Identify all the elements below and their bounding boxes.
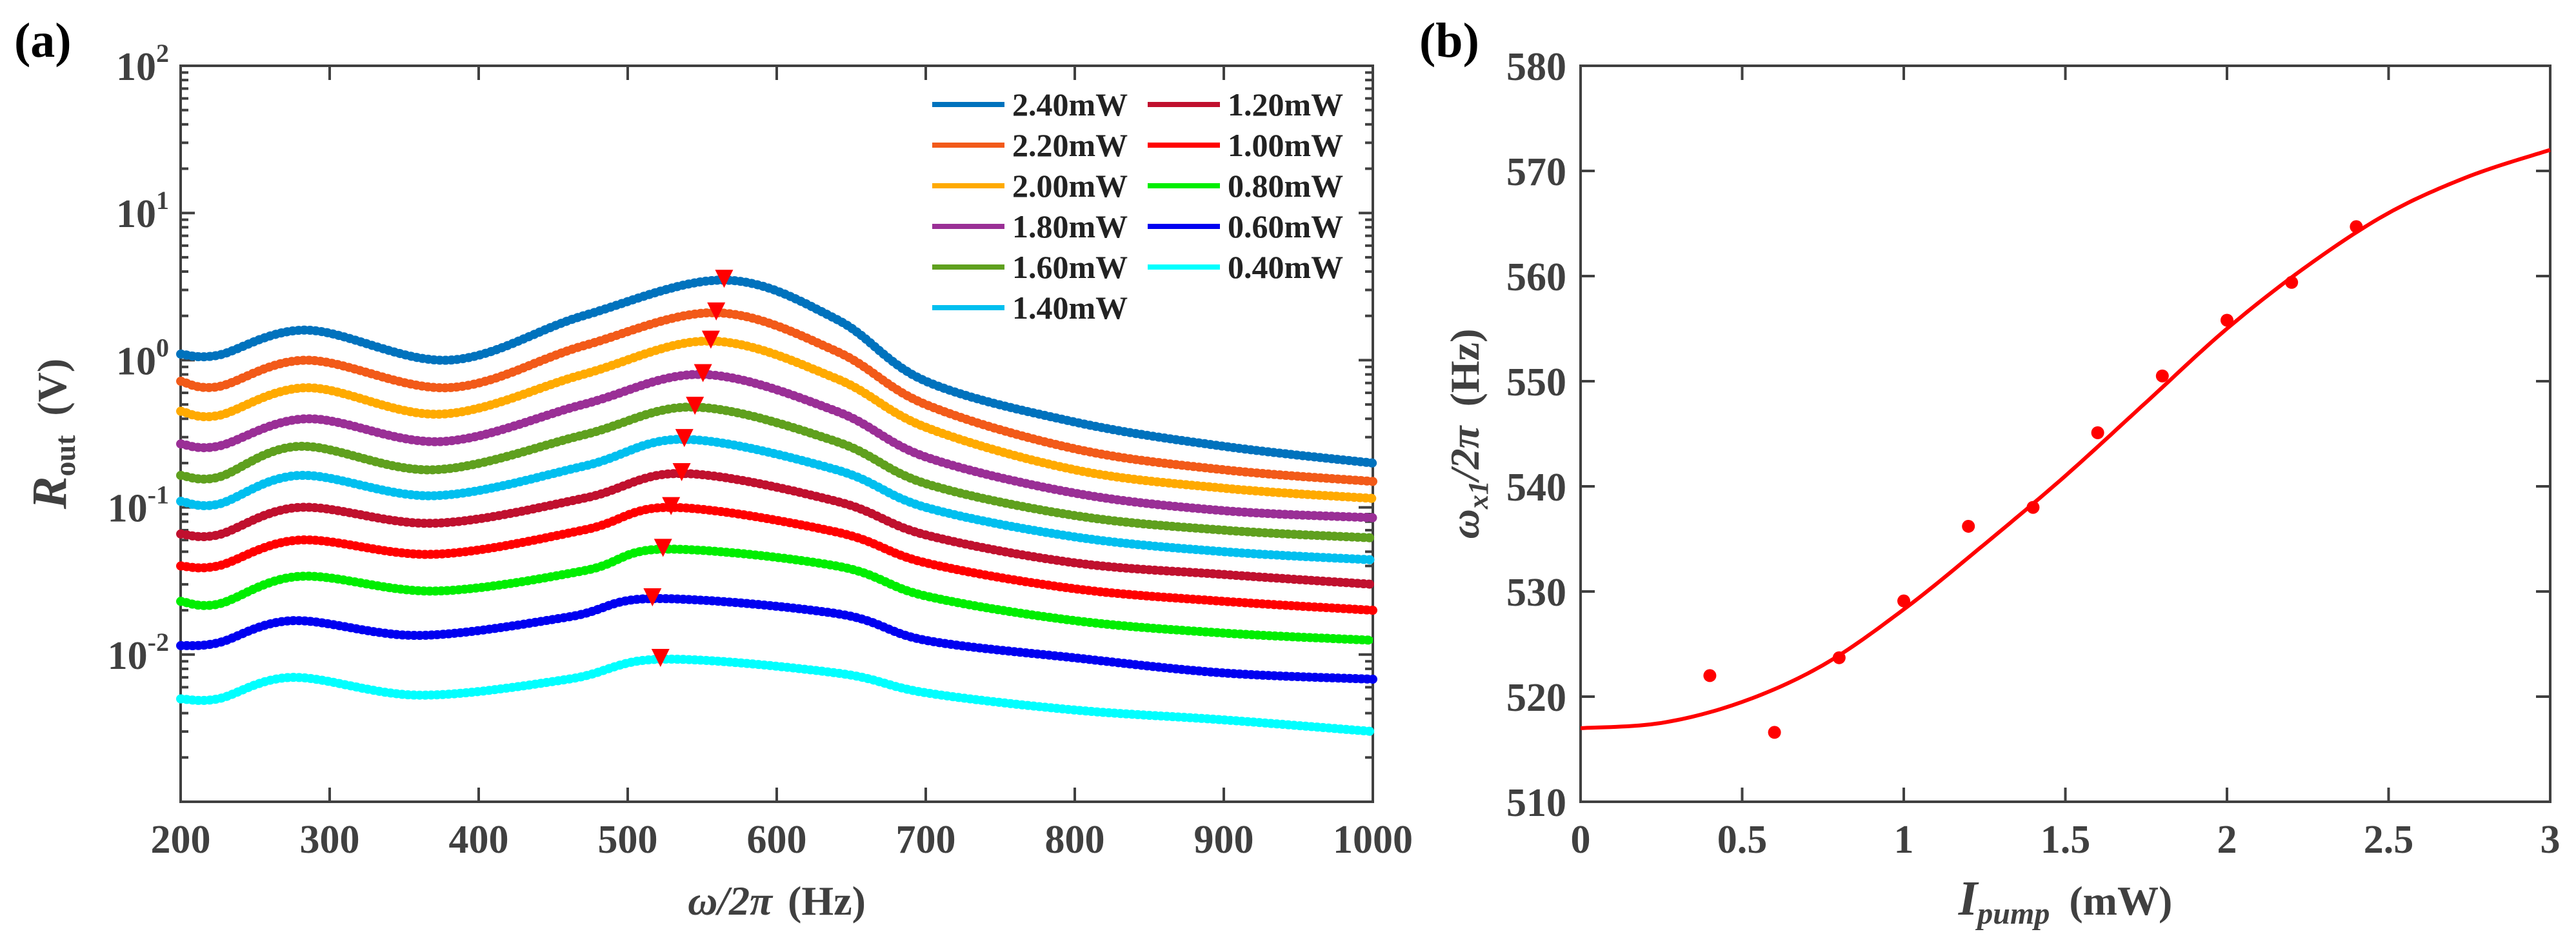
legend-label: 1.80mW <box>1012 208 1128 244</box>
y-axis-label-main: R <box>23 477 77 510</box>
y-tick-label: 550 <box>1506 361 1566 404</box>
x-tick-label: 0.5 <box>1717 818 1768 862</box>
data-point <box>1768 726 1781 739</box>
x-axis-label-sub: pump <box>1975 897 2050 931</box>
x-tick-label: 900 <box>1194 818 1254 862</box>
peak-marker-1.80mW <box>694 364 712 383</box>
y-tick-label-base: 10 <box>116 192 156 236</box>
panel-b-frequency-vs-pump-chart: (b) 0 0.5 1 1.5 2 2.5 3 510 520 530 540 550 560 570 580… <box>1419 14 2561 931</box>
x-axis-label-unit: (mW) <box>2069 878 2172 924</box>
data-point <box>2091 426 2104 439</box>
data-point <box>2155 369 2169 383</box>
y-tick-label: 570 <box>1506 150 1566 194</box>
y-tick-label-exponent: -1 <box>148 481 169 510</box>
peak-marker-2.20mW <box>707 302 726 321</box>
x-axis-label: Ipump (mW) <box>1958 871 2173 931</box>
y-tick-label-exponent: 2 <box>156 39 169 68</box>
legend-label: 0.40mW <box>1228 249 1343 285</box>
x-tick-label: 700 <box>896 818 956 862</box>
y-axis-label-sub: out <box>48 435 81 477</box>
panel-a-spectra-chart: (a)200 300 400 500 600 700 800 900 100010-210-11… <box>14 14 1413 924</box>
data-point <box>2350 220 2363 234</box>
y-tick-label-base: 10 <box>116 45 156 89</box>
data-point <box>2221 313 2233 327</box>
peak-marker-1.40mW <box>675 429 694 448</box>
y-tick-label: 530 <box>1506 571 1566 615</box>
x-tick-label: 800 <box>1045 818 1105 862</box>
x-axis-label-main: ω/2π <box>688 878 774 924</box>
panel-b-axes-box <box>1579 65 2551 803</box>
peak-marker-1.60mW <box>686 397 704 415</box>
y-axis-label-sub: x1 <box>1463 481 1494 510</box>
legend-label: 2.20mW <box>1012 127 1128 163</box>
y-tick-label: 510 <box>1506 781 1566 825</box>
y-tick-label: 10-1 <box>108 481 169 531</box>
data-point <box>2285 275 2299 289</box>
x-tick-label: 200 <box>151 818 211 862</box>
x-tick-label: 0 <box>1571 818 1591 862</box>
x-tick-label: 300 <box>300 818 360 862</box>
x-tick-label: 1 <box>1894 818 1914 862</box>
data-point <box>1897 594 1910 608</box>
y-tick-label-base: 10 <box>108 487 148 531</box>
peak-marker-2.00mW <box>701 330 720 349</box>
y-tick-label-exponent: 1 <box>156 186 169 215</box>
y-tick-label-base: 10 <box>116 339 156 383</box>
y-axis-label: Rout (V) <box>23 359 81 510</box>
y-axis-label-main: ω <box>1442 509 1488 539</box>
peak-marker-1.20mW <box>672 463 691 482</box>
peak-marker-0.40mW <box>651 648 670 667</box>
peak-marker-0.60mW <box>643 588 662 607</box>
x-tick-label: 3 <box>2541 818 2561 862</box>
legend-label: 1.20mW <box>1228 86 1343 123</box>
y-tick-label: 102 <box>116 39 169 89</box>
peak-marker-0.80mW <box>654 539 672 557</box>
y-tick-label-exponent: 0 <box>156 333 169 362</box>
data-point <box>1962 519 1975 533</box>
y-tick-label: 101 <box>116 186 169 236</box>
x-tick-label: 500 <box>598 818 658 862</box>
y-tick-label: 100 <box>116 333 169 383</box>
x-tick-label: 400 <box>449 818 509 862</box>
y-tick-label: 10-2 <box>108 628 169 678</box>
x-tick-label: 1000 <box>1333 818 1413 862</box>
legend-label: 2.00mW <box>1012 168 1128 204</box>
legend: 2.40mW 2.20mW 2.00mW 1.80mW 1.60mW 1.40mW 1.20… <box>932 86 1343 326</box>
x-tick-label: 600 <box>747 818 807 862</box>
y-tick-label: 580 <box>1506 45 1566 89</box>
y-tick-label-base: 10 <box>108 634 148 678</box>
legend-label: 0.60mW <box>1228 208 1343 244</box>
panel-b-label: (b) <box>1419 14 1479 68</box>
legend-label: 1.60mW <box>1012 249 1128 285</box>
y-tick-label: 540 <box>1506 466 1566 510</box>
x-axis-label-unit: (Hz) <box>788 878 866 924</box>
y-axis-label-slash: /2π <box>1442 424 1488 483</box>
x-tick-label: 2.5 <box>2364 818 2414 862</box>
y-tick-label-exponent: -2 <box>148 628 169 657</box>
panel-a-label: (a) <box>14 14 72 68</box>
legend-label: 1.00mW <box>1228 127 1343 163</box>
x-tick-label: 1.5 <box>2041 818 2091 862</box>
data-point <box>1703 669 1717 682</box>
legend-label: 2.40mW <box>1012 86 1128 123</box>
data-point <box>1832 651 1846 664</box>
y-axis-label-unit: (Hz) <box>1442 329 1488 407</box>
y-axis-label: ωx1/2π (Hz) <box>1442 329 1494 539</box>
x-axis-label: ω/2π (Hz) <box>688 878 866 924</box>
fit-curve <box>1580 148 2551 730</box>
peak-marker-2.40mW <box>715 270 734 288</box>
y-axis-label-unit: (V) <box>29 359 75 416</box>
y-tick-label: 560 <box>1506 255 1566 299</box>
legend-label: 1.40mW <box>1012 290 1128 326</box>
y-tick-label: 520 <box>1506 676 1566 720</box>
x-tick-label: 2 <box>2217 818 2237 862</box>
data-point <box>2026 501 2040 514</box>
legend-label: 0.80mW <box>1228 168 1343 204</box>
peak-marker-1.00mW <box>662 497 681 515</box>
x-axis-label-main: I <box>1958 871 1979 926</box>
